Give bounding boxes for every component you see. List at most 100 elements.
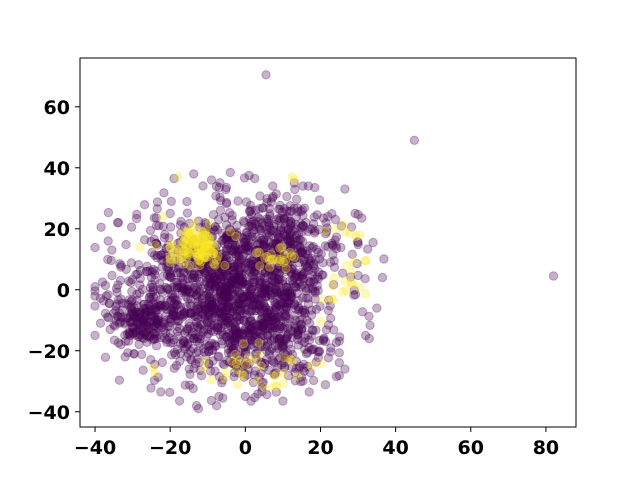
scatter-point-class-0 [204,359,214,369]
scatter-point-class-0 [164,285,175,295]
x-tick-label: 20 [307,437,333,459]
scatter-point-class-0 [198,264,209,275]
scatter-point-class-0 [202,258,213,269]
scatter-point-class-0 [263,214,274,225]
scatter-point-class-0 [281,231,291,242]
scatter-point-class-0 [265,209,275,219]
scatter-point-class-0 [223,230,233,241]
scatter-point-class-0 [548,271,559,281]
scatter-point-class-0 [372,303,382,313]
scatter-point-class-0 [274,254,284,265]
scatter-point-class-0 [234,251,244,261]
scatter-point-class-1 [279,249,289,260]
scatter-point-class-0 [151,238,162,249]
scatter-point-class-0 [214,182,225,193]
scatter-point-class-0 [243,265,254,275]
scatter-point-class-0 [281,292,291,302]
scatter-point-class-0 [274,281,284,291]
scatter-point-class-0 [219,267,229,277]
scatter-point-class-0 [275,204,285,215]
scatter-point-class-0 [208,224,218,234]
scatter-point-class-0 [199,266,209,276]
scatter-point-class-0 [180,328,190,338]
scatter-point-class-0 [198,284,208,294]
scatter-point-class-0 [282,282,293,293]
scatter-point-class-0 [217,316,227,326]
scatter-point-class-0 [161,282,171,292]
scatter-point-class-0 [234,255,245,266]
scatter-point-class-0 [146,355,156,365]
scatter-point-class-0 [217,300,228,310]
scatter-point-class-0 [287,288,297,299]
scatter-point-class-0 [186,301,196,311]
scatter-point-class-1 [342,260,352,271]
scatter-point-class-0 [166,350,177,360]
scatter-point-class-0 [224,331,235,341]
scatter-point-class-0 [218,359,228,369]
scatter-point-class-0 [202,290,212,300]
scatter-point-class-0 [302,347,313,358]
scatter-point-class-1 [278,378,289,389]
y-tick-label: −40 [28,402,70,424]
scatter-point-class-0 [274,334,284,344]
scatter-point-class-0 [268,276,278,286]
scatter-point-class-0 [193,216,204,226]
scatter-point-class-0 [262,354,272,364]
scatter-point-class-0 [237,276,247,286]
scatter-point-class-0 [204,310,214,320]
scatter-point-class-0 [256,320,266,330]
scatter-point-class-0 [220,233,230,244]
scatter-point-class-0 [222,266,232,276]
scatter-point-class-0 [272,287,282,297]
scatter-point-class-0 [177,312,188,322]
scatter-point-class-0 [184,318,194,329]
scatter-point-class-0 [221,312,231,322]
scatter-point-class-0 [263,337,273,347]
scatter-point-class-0 [157,322,167,333]
scatter-point-class-0 [168,310,178,320]
scatter-point-class-0 [233,260,244,270]
scatter-point-class-0 [179,267,189,278]
scatter-point-class-0 [238,298,249,308]
scatter-point-class-0 [257,322,268,333]
scatter-point-class-0 [172,295,182,305]
scatter-point-class-0 [201,302,212,312]
scatter-point-class-0 [225,297,235,307]
scatter-point-class-0 [177,286,188,296]
scatter-point-class-0 [230,321,241,332]
scatter-point-class-0 [193,240,204,250]
scatter-point-class-0 [213,309,224,319]
scatter-point-class-0 [211,279,222,289]
scatter-point-class-0 [409,135,420,146]
scatter-point-class-0 [248,259,258,269]
scatter-point-class-0 [245,246,255,256]
scatter-point-class-0 [260,292,271,302]
scatter-point-class-0 [241,242,251,252]
scatter-point-class-0 [168,293,179,303]
scatter-point-class-0 [142,261,152,271]
scatter-point-class-0 [264,260,275,270]
scatter-point-class-0 [197,298,207,308]
scatter-point-class-0 [268,321,278,331]
scatter-point-class-1 [279,368,289,378]
scatter-point-class-0 [236,303,247,314]
scatter-point-class-0 [245,253,255,264]
scatter-point-class-0 [251,219,261,229]
scatter-point-class-0 [232,312,242,322]
scatter-point-class-0 [185,299,195,309]
scatter-point-class-1 [315,358,326,369]
scatter-point-class-0 [207,313,217,323]
scatter-point-class-0 [217,378,227,388]
scatter-point-class-0 [97,277,108,287]
scatter-point-class-0 [132,325,142,336]
scatter-point-class-0 [239,315,249,325]
scatter-point-class-0 [246,325,256,335]
scatter-point-class-0 [184,364,194,374]
scatter-point-class-0 [209,265,219,276]
scatter-point-class-0 [335,332,345,342]
scatter-point-class-1 [329,273,339,283]
scatter-point-class-0 [148,282,158,293]
scatter-point-class-0 [148,304,158,315]
scatter-point-class-0 [299,274,309,284]
scatter-point-class-0 [109,308,119,318]
